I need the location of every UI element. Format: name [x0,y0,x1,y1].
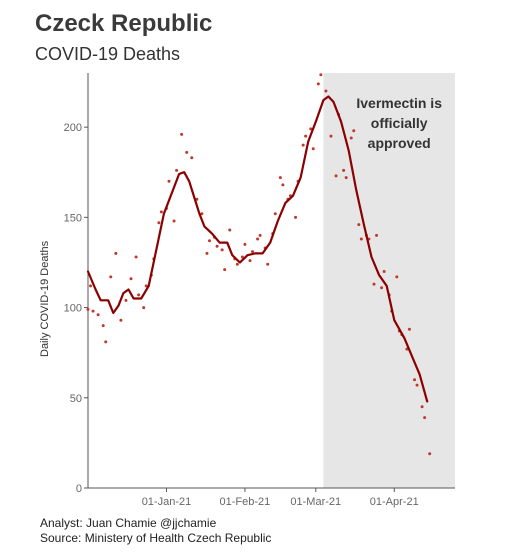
daily-death-point [423,416,427,420]
daily-death-point [89,284,93,288]
daily-death-point [311,147,315,151]
daily-death-point [251,250,255,254]
daily-death-point [382,269,386,273]
daily-death-point [395,275,399,279]
x-tick-label: 01-Mar-21 [290,496,341,508]
daily-death-point [235,262,239,266]
daily-death-point [309,127,313,131]
daily-death-point [319,73,323,77]
daily-death-point [316,82,320,86]
daily-death-point [215,244,219,248]
daily-death-point [329,134,333,138]
daily-death-point [420,405,424,409]
daily-death-point [157,221,161,225]
daily-death-point [342,168,346,172]
daily-death-point [380,286,384,290]
daily-death-point [407,327,411,331]
daily-death-point [167,179,171,183]
daily-death-point [258,233,262,237]
daily-death-point [240,255,244,259]
y-tick-label: 200 [64,122,82,134]
daily-death-point [228,228,232,232]
annotation-line: approved [368,135,431,151]
daily-death-point [294,215,298,219]
daily-death-point [304,134,308,138]
daily-death-point [359,237,363,241]
daily-death-point [134,255,138,259]
daily-death-point [278,176,282,180]
daily-death-point [144,284,148,288]
analyst-credit: Analyst: Juan Chamie @jjchamie [40,516,217,530]
y-tick-label: 50 [70,393,82,405]
daily-death-point [324,89,328,93]
y-tick-label: 150 [64,212,82,224]
daily-death-point [205,251,209,255]
daily-death-point [266,262,270,266]
daily-death-point [200,212,204,216]
daily-death-point [109,275,113,279]
daily-death-point [372,282,376,286]
rolling-average-line [86,95,429,403]
x-tick-label: 01-Apr-21 [370,496,419,508]
daily-death-point [273,212,277,216]
daily-death-point [344,176,348,180]
y-tick-label: 0 [76,483,82,495]
daily-death-point [248,259,252,263]
daily-death-point [375,233,379,237]
chart-title: Czeck Republic [35,10,213,37]
daily-death-point [357,223,361,227]
daily-death-point [91,309,95,313]
daily-death-point [243,242,247,246]
y-tick-label: 100 [64,303,82,315]
daily-death-point [119,318,123,322]
daily-death-point [124,298,128,302]
x-tick-label: 01-Feb-21 [220,496,271,508]
shaded-region [323,73,455,488]
daily-death-point [352,129,356,133]
daily-death-point [86,307,90,311]
daily-death-point [220,248,224,252]
daily-death-point [137,293,141,297]
daily-death-point [415,383,419,387]
daily-death-point [334,174,338,178]
daily-death-point [207,239,211,243]
daily-death-point [175,168,179,172]
annotation-line: officially [371,115,428,131]
daily-death-point [185,150,189,154]
chart-subtitle: COVID-19 Deaths [35,44,181,64]
x-tick-label: 01-Jan-21 [142,496,192,508]
daily-death-point [180,132,184,136]
daily-death-point [104,340,108,344]
daily-death-point [281,183,285,187]
daily-death-point [413,378,417,382]
daily-death-point [223,268,227,272]
daily-death-point [428,452,432,456]
annotation-line: Ivermectin is [356,95,442,111]
daily-death-point [101,324,105,328]
daily-death-point [301,143,305,147]
daily-death-point [114,251,118,255]
daily-death-point [172,219,176,223]
daily-death-point [256,237,260,241]
daily-death-point [349,136,353,140]
source-credit: Source: Ministery of Health Czech Republ… [40,531,272,545]
daily-death-point [96,313,100,317]
daily-death-point [142,306,146,310]
daily-death-point [129,277,133,281]
daily-death-point [159,210,163,214]
daily-death-point [190,156,194,160]
